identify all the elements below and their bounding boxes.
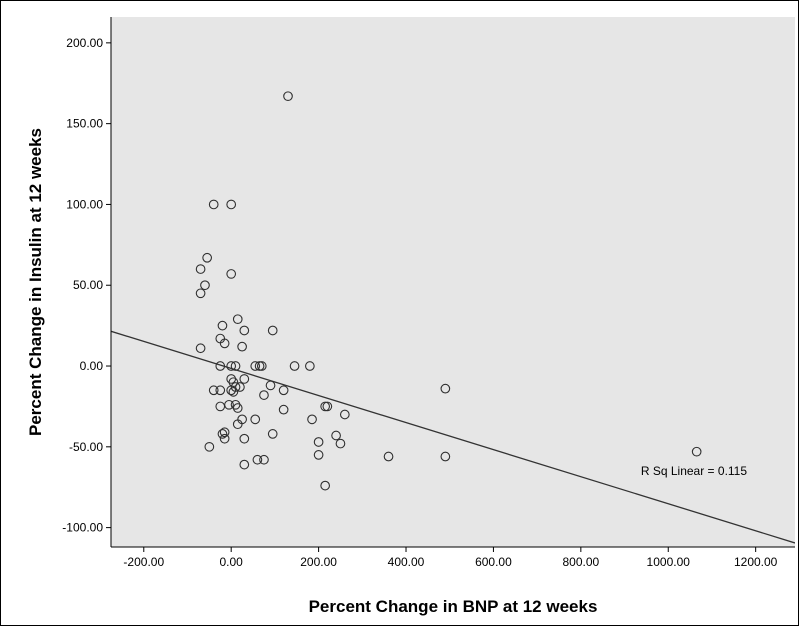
data-point — [691, 446, 702, 457]
y-tick-label: 200.00 — [66, 36, 103, 50]
x-tick-label: 800.00 — [562, 555, 599, 569]
y-tick-label: -100.00 — [62, 521, 103, 535]
data-point — [215, 401, 226, 412]
data-point — [440, 451, 451, 462]
data-point — [313, 450, 324, 460]
data-point — [278, 385, 289, 396]
x-tick-label: 0.00 — [220, 555, 244, 569]
data-point — [320, 480, 331, 491]
data-point — [202, 252, 213, 263]
data-point — [235, 382, 245, 392]
data-point — [215, 361, 226, 371]
data-point — [239, 433, 250, 444]
data-point — [219, 433, 230, 444]
data-point — [226, 199, 237, 210]
data-point — [219, 338, 230, 349]
data-point — [200, 280, 210, 291]
data-point — [219, 427, 230, 438]
data-point — [226, 269, 237, 279]
data-point — [239, 459, 250, 470]
data-point — [259, 390, 269, 400]
data-point — [217, 320, 228, 331]
data-point — [383, 451, 394, 462]
data-point — [252, 454, 263, 465]
data-point — [232, 419, 243, 430]
y-tick-label: -50.00 — [69, 440, 103, 454]
x-tick-label: 1000.00 — [647, 555, 691, 569]
data-point — [230, 361, 241, 371]
data-point — [239, 325, 250, 336]
x-tick-label: -200.00 — [123, 555, 164, 569]
data-point — [440, 383, 451, 394]
data-point — [226, 361, 237, 371]
data-point — [226, 385, 237, 396]
y-axis-title: Percent Change in Insulin at 12 weeks — [26, 128, 45, 436]
data-point — [283, 91, 293, 102]
x-tick-label: 1200.00 — [734, 555, 778, 569]
data-point — [331, 430, 341, 441]
data-point — [195, 264, 206, 274]
y-tick-label: 150.00 — [66, 117, 103, 131]
r-squared-annotation: R Sq Linear = 0.115 — [641, 464, 748, 478]
data-point — [250, 414, 261, 425]
data-point — [195, 288, 206, 299]
data-point — [256, 361, 267, 371]
data-point — [305, 361, 315, 371]
data-point — [289, 361, 300, 371]
x-tick-label: 600.00 — [475, 555, 512, 569]
data-point — [313, 437, 324, 447]
data-point — [215, 385, 226, 396]
x-axis-title: Percent Change in BNP at 12 weeks — [309, 597, 598, 616]
data-point — [278, 404, 289, 415]
data-point — [237, 341, 247, 352]
data-point — [239, 374, 250, 384]
data-point — [335, 438, 346, 449]
data-point — [208, 199, 219, 210]
x-tick-label: 400.00 — [388, 555, 425, 569]
data-point — [230, 399, 241, 410]
data-point — [217, 429, 228, 439]
data-point — [228, 387, 239, 397]
data-point — [339, 409, 350, 420]
data-point — [307, 414, 317, 425]
data-point — [232, 314, 243, 325]
y-tick-label: 50.00 — [73, 278, 103, 292]
data-point — [265, 380, 276, 391]
x-tick-label: 200.00 — [300, 555, 337, 569]
y-tick-label: 100.00 — [66, 197, 103, 211]
data-point — [267, 429, 278, 439]
data-point — [259, 454, 269, 465]
data-point — [232, 403, 243, 413]
data-point — [267, 325, 278, 336]
y-tick-label: 0.00 — [80, 359, 104, 373]
data-point — [195, 343, 206, 354]
data-point — [322, 401, 333, 412]
plot-area — [111, 17, 795, 547]
data-point — [226, 374, 237, 384]
data-point — [250, 361, 261, 371]
data-point — [204, 441, 215, 452]
data-point — [208, 385, 219, 396]
